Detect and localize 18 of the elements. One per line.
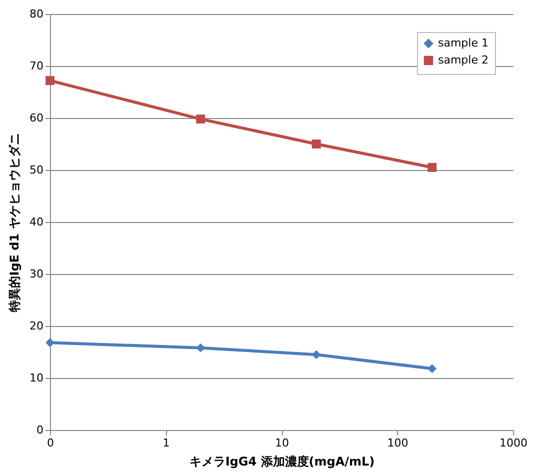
y-tick-label: 40: [30, 216, 44, 228]
legend-label: sample 1: [438, 36, 488, 50]
y-tick-label: 70: [30, 60, 44, 72]
y-tick-label: 50: [30, 164, 44, 176]
x-tick-label: 10: [275, 436, 289, 450]
y-tick-label: 60: [30, 112, 44, 124]
legend-label: sample 2: [438, 54, 488, 66]
y-tick-label: 30: [30, 268, 44, 280]
x-tick-label: 0: [47, 436, 54, 450]
x-tick-label: 1: [162, 436, 170, 450]
y-tick-label: 80: [30, 8, 44, 20]
y-tick-label: 10: [30, 372, 44, 384]
x-tick-label: 1000: [500, 436, 528, 450]
x-tick-label: 100: [387, 436, 408, 450]
x-axis-title: キメラIgG4 添加濃度(mgA/mL): [189, 454, 375, 468]
y-tick-label: 0: [36, 424, 44, 436]
y-axis-title: 特異的IgE d1 ヤケヒョウヒダニ: [8, 133, 22, 313]
y-tick-label: 20: [30, 320, 44, 332]
